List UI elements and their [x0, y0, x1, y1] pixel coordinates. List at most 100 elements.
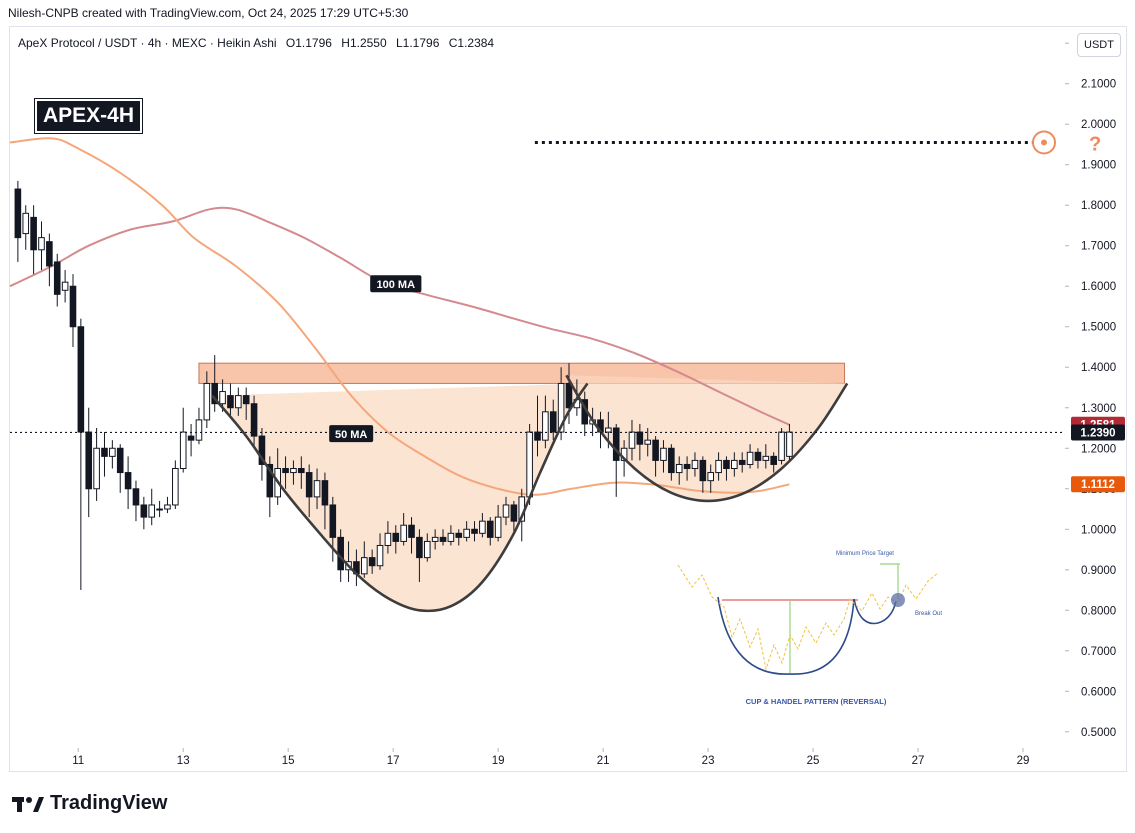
x-tick-label: 27 — [912, 755, 925, 767]
ref-cup — [717, 596, 855, 675]
candle-body — [479, 520, 486, 534]
candle-body — [675, 463, 683, 474]
candle-body — [534, 431, 541, 441]
candle-body — [69, 285, 77, 328]
x-tick-label: 15 — [282, 755, 295, 767]
candle-body — [612, 427, 620, 461]
candle-body — [423, 540, 431, 559]
cup-handle-reference-diagram: Minimum Price Target Break Out CUP & HAN… — [640, 527, 958, 717]
y-tick-label: 1.0000 — [1081, 524, 1116, 536]
candle-body — [392, 532, 400, 542]
candle-body — [565, 382, 573, 409]
cup-fill — [212, 383, 588, 611]
candle-body — [416, 536, 423, 559]
candle-body — [471, 528, 478, 534]
candle-body — [305, 472, 313, 498]
candle-body — [227, 395, 234, 409]
x-tick-label: 19 — [492, 755, 505, 767]
chart-pane[interactable] — [9, 26, 1127, 772]
candle-body — [290, 468, 297, 474]
candle-body — [455, 532, 463, 538]
x-tick-label: 23 — [702, 755, 715, 767]
ohlc-low: L1.1796 — [396, 36, 440, 50]
y-tick-label: 0.8000 — [1081, 605, 1116, 617]
resistance-zone — [198, 362, 846, 384]
ref-price-path — [677, 564, 939, 671]
candle-body — [447, 532, 455, 542]
tradingview-logo[interactable]: TradingView — [12, 792, 167, 815]
candle-body — [148, 504, 156, 518]
x-tick-label: 13 — [177, 755, 190, 767]
candle-body — [691, 459, 699, 470]
candle-body — [384, 532, 392, 546]
candle-body — [707, 472, 715, 482]
candle-body — [22, 212, 30, 235]
y-tick-label: 1.4000 — [1081, 362, 1116, 374]
candle-body — [109, 447, 116, 457]
question-mark: ? — [1089, 133, 1101, 155]
y-tick-label: 0.5000 — [1081, 727, 1116, 739]
ref-handle — [853, 598, 897, 625]
ma50-label: 50 MA — [335, 429, 367, 441]
candle-body — [132, 488, 140, 506]
y-tick-label: 0.7000 — [1081, 646, 1116, 658]
cup-curve — [211, 382, 589, 613]
candle-body — [699, 459, 707, 482]
x-tick-label: 25 — [807, 755, 820, 767]
chart-badge: APEX-4H — [33, 98, 144, 134]
candle-body — [628, 431, 636, 449]
ohlc-high: H1.2550 — [341, 36, 387, 50]
candle-body — [179, 431, 187, 470]
candle-body — [644, 439, 652, 445]
candle-body — [250, 403, 258, 437]
candle-body — [258, 435, 266, 465]
candle-body — [368, 557, 376, 567]
candle-body — [605, 427, 612, 433]
target-dot — [1041, 139, 1048, 146]
candle-body — [486, 520, 494, 538]
candle-body — [668, 447, 675, 474]
candle-body — [156, 508, 163, 511]
y-tick-label: 1.3000 — [1081, 403, 1116, 415]
candle-body — [242, 395, 250, 405]
ma50-line — [9, 137, 790, 496]
y-tick-label: 1.2000 — [1081, 443, 1116, 455]
candle-body — [46, 241, 53, 267]
y-tick-label: 0.6000 — [1081, 686, 1116, 698]
candle-body — [116, 447, 124, 474]
candle-body — [376, 544, 384, 567]
candle-body — [762, 455, 770, 461]
candle-body — [770, 455, 777, 465]
candle-body — [549, 411, 557, 433]
candle-body — [463, 528, 470, 538]
candle-body — [38, 237, 45, 251]
price-tag-last — [1071, 424, 1125, 441]
chart-author-caption: Nilesh-CNPB created with TradingView.com… — [8, 6, 409, 20]
ref-breakout-label: Break Out — [915, 611, 942, 617]
candle-body — [400, 524, 407, 542]
x-tick-label: 21 — [597, 755, 610, 767]
candle-body — [266, 463, 274, 498]
candle-body — [172, 468, 179, 506]
ma50-label-bg — [329, 425, 374, 443]
candle-body — [652, 439, 659, 461]
candle-body — [778, 431, 785, 461]
candle-body — [502, 504, 510, 518]
price-tag-label-ma50: 1.1112 — [1081, 479, 1115, 491]
candle-body — [321, 480, 329, 506]
candle-body — [439, 536, 447, 542]
y-tick-label: 1.5000 — [1081, 322, 1116, 334]
candle-body — [77, 326, 85, 433]
candle-body — [542, 411, 549, 441]
candle-body — [431, 536, 439, 542]
y-tick-label: 2.0000 — [1081, 119, 1116, 131]
candle-body — [124, 472, 132, 490]
y-tick-label: 1.7000 — [1081, 241, 1116, 253]
ohlc-close: C1.2384 — [448, 36, 495, 50]
candle-body — [731, 459, 738, 470]
currency-button[interactable]: USDT — [1077, 33, 1121, 57]
candle-body — [510, 504, 518, 522]
x-tick-label: 17 — [387, 755, 400, 767]
y-tick-label: 2.1000 — [1081, 79, 1116, 91]
